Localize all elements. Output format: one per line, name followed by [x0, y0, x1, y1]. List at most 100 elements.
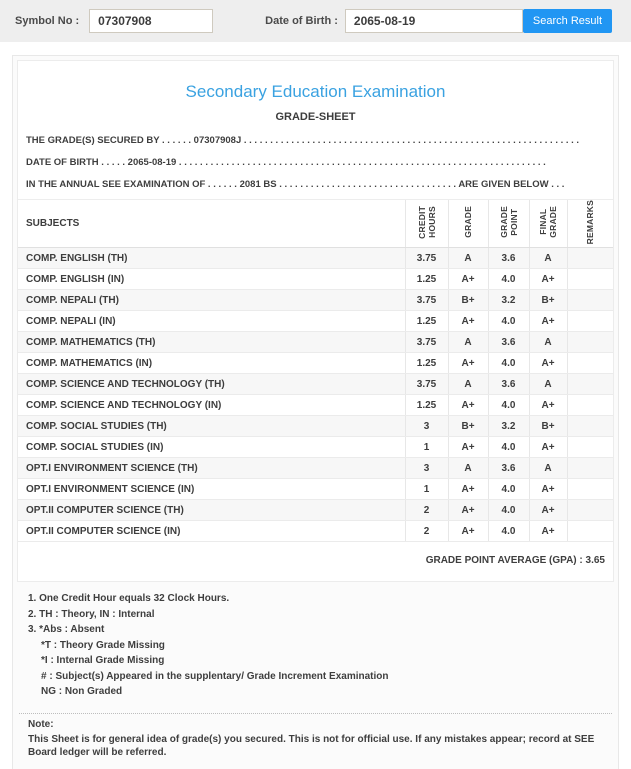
credit-hours-cell: 1.25: [404, 268, 448, 291]
final-grade-cell: A+: [528, 310, 567, 333]
grade-point-cell: 3.6: [487, 457, 529, 480]
col-final-grade: FINAL GRADE: [528, 198, 567, 249]
footnote-subitem: NG : Non Graded: [41, 686, 123, 698]
grade-cell: A: [447, 247, 488, 270]
grades-table-body: COMP. ENGLISH (TH) 3.75 A 3.6 A COMP. ENGLISH…: [18, 247, 613, 543]
remarks-cell: [566, 457, 613, 480]
credit-hours-cell: 1: [404, 436, 448, 459]
remarks-cell: [566, 289, 613, 312]
table-row: COMP. NEPALI (IN) 1.25 A+ 4.0 A+: [18, 310, 613, 333]
grade-cell: A: [447, 331, 488, 354]
grade-point-cell: 4.0: [487, 352, 529, 375]
final-grade-cell: A+: [528, 268, 567, 291]
grades-table: SUBJECTS CREDIT HOURS GRADE GRADE POINT …: [18, 198, 613, 543]
credit-hours-cell: 2: [404, 499, 448, 522]
subject-cell: COMP. MATHEMATICS (TH): [18, 331, 405, 354]
footnote-subitem: # : Subject(s) Appeared in the supplenta…: [41, 670, 389, 682]
grade-point-cell: 4.0: [487, 520, 529, 543]
credit-hours-cell: 1.25: [404, 394, 448, 417]
note-text: This Sheet is for general idea of grade(…: [28, 733, 595, 759]
grade-point-cell: 3.6: [487, 331, 529, 354]
remarks-cell: [566, 247, 613, 270]
remarks-cell: [566, 415, 613, 438]
grade-point-cell: 4.0: [487, 478, 529, 501]
grade-point-cell: 3.6: [487, 373, 529, 396]
footnote-subitem: *I : Internal Grade Missing: [41, 655, 165, 667]
search-bar: Symbol No : Date of Birth : Search Resul…: [0, 0, 631, 42]
final-grade-cell: B+: [528, 415, 567, 438]
credit-hours-cell: 1.25: [404, 352, 448, 375]
grade-sheet: Secondary Education Examination GRADE-SH…: [17, 60, 614, 583]
table-row: COMP. SOCIAL STUDIES (TH) 3 B+ 3.2 B+: [18, 415, 613, 438]
dob-input[interactable]: [344, 9, 523, 33]
col-credit-hours: CREDIT HOURS: [404, 198, 448, 249]
result-panel: Secondary Education Examination GRADE-SH…: [12, 55, 619, 769]
table-row: OPT.I ENVIRONMENT SCIENCE (TH) 3 A 3.6 A: [18, 457, 613, 480]
footnotes: 1. One Credit Hour equals 32 Clock Hours…: [17, 582, 614, 700]
table-row: COMP. MATHEMATICS (TH) 3.75 A 3.6 A: [18, 331, 613, 354]
table-row: OPT.II COMPUTER SCIENCE (IN) 2 A+ 4.0 A+: [18, 520, 613, 543]
dotted-divider: [19, 712, 612, 714]
table-row: OPT.I ENVIRONMENT SCIENCE (IN) 1 A+ 4.0 A+: [18, 478, 613, 501]
subject-cell: COMP. NEPALI (TH): [18, 289, 405, 312]
col-remarks: REMARKS: [566, 198, 613, 249]
symbol-no-label: Symbol No :: [15, 15, 80, 27]
gpa-line: GRADE POINT AVERAGE (GPA) : 3.65: [425, 555, 605, 567]
credit-hours-cell: 3.75: [404, 373, 448, 396]
grade-point-cell: 4.0: [487, 499, 529, 522]
grade-cell: A+: [447, 436, 488, 459]
subject-cell: COMP. ENGLISH (TH): [18, 247, 405, 270]
credit-hours-cell: 3.75: [404, 289, 448, 312]
examination-year-line: IN THE ANNUAL SEE EXAMINATION OF . . . .…: [26, 179, 565, 190]
credit-hours-cell: 1: [404, 478, 448, 501]
grade-cell: A+: [447, 478, 488, 501]
final-grade-cell: A: [528, 373, 567, 396]
remarks-cell: [566, 310, 613, 333]
footnote-subitem: *T : Theory Grade Missing: [41, 639, 165, 651]
subject-cell: COMP. SOCIAL STUDIES (IN): [18, 436, 405, 459]
search-result-button[interactable]: Search Result: [522, 9, 612, 33]
remarks-cell: [566, 499, 613, 522]
grade-point-cell: 3.2: [487, 415, 529, 438]
subject-cell: OPT.II COMPUTER SCIENCE (IN): [18, 520, 405, 543]
grade-point-cell: 4.0: [487, 268, 529, 291]
final-grade-cell: A+: [528, 436, 567, 459]
final-grade-cell: A+: [528, 520, 567, 543]
credit-hours-cell: 2: [404, 520, 448, 543]
remarks-cell: [566, 394, 613, 417]
final-grade-cell: B+: [528, 289, 567, 312]
remarks-cell: [566, 268, 613, 291]
sheet-subtitle: GRADE-SHEET: [275, 111, 356, 123]
credit-hours-cell: 3.75: [404, 247, 448, 270]
grade-cell: A+: [447, 310, 488, 333]
subject-cell: COMP. MATHEMATICS (IN): [18, 352, 405, 375]
table-row: COMP. SOCIAL STUDIES (IN) 1 A+ 4.0 A+: [18, 436, 613, 459]
secured-by-line: THE GRADE(S) SECURED BY . . . . . . 0730…: [26, 135, 580, 146]
table-header-row: SUBJECTS CREDIT HOURS GRADE GRADE POINT …: [18, 198, 613, 249]
final-grade-cell: A+: [528, 352, 567, 375]
remarks-cell: [566, 520, 613, 543]
footnote-item: 1. One Credit Hour equals 32 Clock Hours…: [28, 593, 230, 605]
remarks-cell: [566, 352, 613, 375]
symbol-no-input[interactable]: [89, 9, 214, 33]
remarks-cell: [566, 331, 613, 354]
footnote-item: 3. *Abs : Absent: [28, 624, 105, 636]
final-grade-cell: A+: [528, 394, 567, 417]
table-row: COMP. SCIENCE AND TECHNOLOGY (TH) 3.75 A 3.…: [18, 373, 613, 396]
subject-cell: COMP. SCIENCE AND TECHNOLOGY (IN): [18, 394, 405, 417]
grade-cell: B+: [447, 415, 488, 438]
dob-label: Date of Birth :: [265, 15, 338, 27]
credit-hours-cell: 3.75: [404, 331, 448, 354]
grade-cell: A: [447, 457, 488, 480]
grade-cell: A+: [447, 394, 488, 417]
grade-cell: A+: [447, 268, 488, 291]
final-grade-cell: A+: [528, 499, 567, 522]
date-of-birth-line: DATE OF BIRTH . . . . . 2065-08-19 . . .…: [26, 157, 546, 168]
subject-cell: COMP. SOCIAL STUDIES (TH): [18, 415, 405, 438]
final-grade-cell: A+: [528, 478, 567, 501]
table-row: OPT.II COMPUTER SCIENCE (TH) 2 A+ 4.0 A+: [18, 499, 613, 522]
table-row: COMP. ENGLISH (TH) 3.75 A 3.6 A: [18, 247, 613, 270]
col-subjects: SUBJECTS: [18, 198, 405, 249]
remarks-cell: [566, 436, 613, 459]
grade-point-cell: 3.2: [487, 289, 529, 312]
